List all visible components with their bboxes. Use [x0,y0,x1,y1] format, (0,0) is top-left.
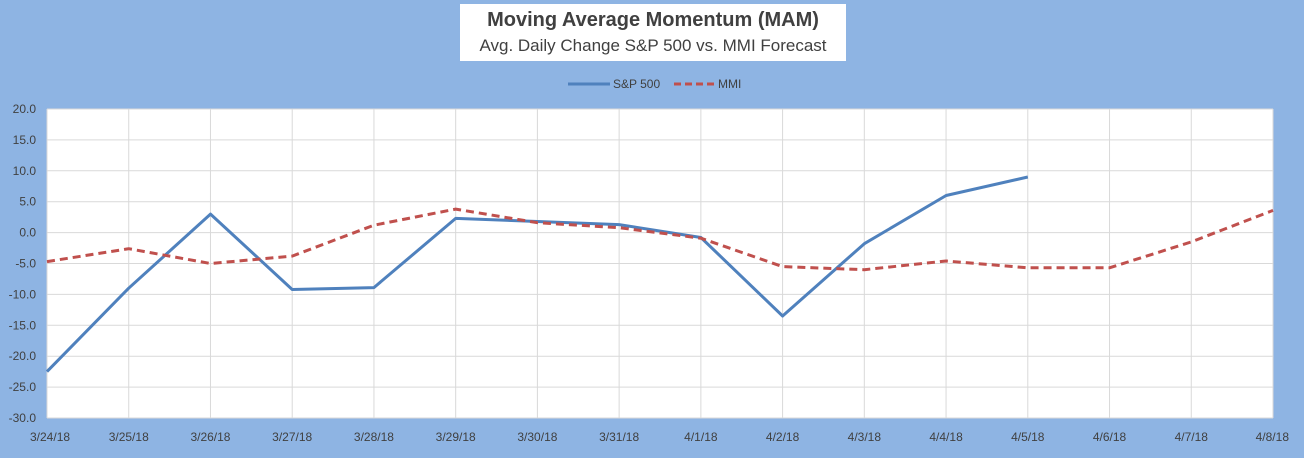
x-tick-label: 3/30/18 [517,430,557,444]
x-tick-label: 4/7/18 [1175,430,1209,444]
x-tick-label: 4/3/18 [848,430,882,444]
chart-legend: S&P 500 MMI [568,77,741,91]
x-tick-label: 4/5/18 [1011,430,1045,444]
y-tick-label: -10.0 [9,287,37,301]
series-lines [45,175,1274,373]
y-tick-label: -25.0 [9,380,37,394]
x-tick-label: 4/4/18 [929,430,963,444]
x-tick-label: 4/6/18 [1093,430,1127,444]
x-tick-label: 4/1/18 [684,430,718,444]
x-tick-label: 4/8/18 [1256,430,1290,444]
chart-subtitle: Avg. Daily Change S&P 500 vs. MMI Foreca… [479,36,827,55]
y-tick-label: -5.0 [15,257,36,271]
y-tick-label: -30.0 [9,411,37,425]
x-tick-label: 3/28/18 [354,430,394,444]
x-tick-label: 3/26/18 [190,430,230,444]
x-axis-ticks: 3/24/18 3/25/18 3/26/18 3/27/18 3/28/18 3/29/… [30,430,1289,444]
y-tick-label: -15.0 [9,318,37,332]
x-tick-label: 3/31/18 [599,430,639,444]
x-tick-label: 3/25/18 [109,430,149,444]
legend-label-mmi: MMI [718,77,741,91]
y-tick-label: 0.0 [19,226,36,240]
chart-title-box: Moving Average Momentum (MAM) Avg. Daily… [460,4,846,61]
y-tick-label: -20.0 [9,349,37,363]
x-tick-label: 3/29/18 [436,430,476,444]
gridlines [46,108,1274,419]
x-tick-label: 3/27/18 [272,430,312,444]
x-tick-label: 3/24/18 [30,430,70,444]
y-axis-ticks: 20.0 15.0 10.0 5.0 0.0 -5.0 -10.0 -15.0 -20.0 -25… [9,102,37,425]
legend-label-sp500: S&P 500 [613,77,660,91]
x-tick-label: 4/2/18 [766,430,800,444]
series-line-mmi [46,207,1274,272]
y-tick-label: 20.0 [13,102,37,116]
y-tick-label: 10.0 [13,164,37,178]
y-tick-label: 15.0 [13,133,37,147]
chart-title: Moving Average Momentum (MAM) [487,9,819,31]
y-tick-label: 5.0 [19,195,36,209]
